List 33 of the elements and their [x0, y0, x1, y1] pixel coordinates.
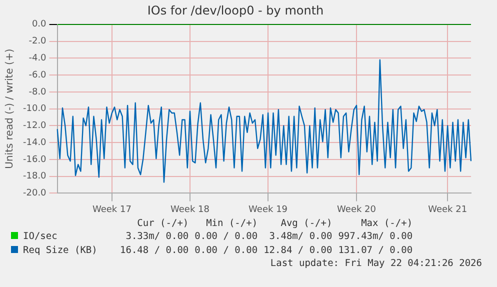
- x-tick-label: Week 21: [428, 204, 468, 215]
- x-tick-label: Week 18: [170, 204, 210, 215]
- text: Min (-/+): [205, 218, 258, 230]
- text: Cur (-/+): [136, 218, 189, 230]
- text: 12.84 / 0.00: [262, 244, 332, 258]
- y-tick-label: -18.0: [22, 172, 47, 182]
- x-tick-label: Week 19: [248, 204, 288, 215]
- y-tick-label: -4.0: [28, 54, 47, 64]
- legend-label: IO/sec: [22, 230, 58, 244]
- text: Avg (-/+): [280, 218, 332, 230]
- text: Max (-/+): [360, 218, 413, 230]
- y-tick-label: -10.0: [22, 104, 47, 114]
- y-axis-title: Units read (-) / write (+): [4, 48, 16, 169]
- text: 997.43m/ 0.00: [337, 230, 413, 244]
- text: 131.07 / 0.00: [337, 244, 413, 258]
- legend-label: Req Size (KB): [22, 244, 98, 258]
- y-tick-label: 0.0: [32, 20, 47, 30]
- y-tick-label: -20.0: [22, 188, 47, 199]
- text: 3.33m/ 0.00: [124, 230, 189, 244]
- text: 3.48m/ 0.00: [268, 230, 332, 244]
- y-tick-label: -6.0: [28, 70, 47, 80]
- text: 0.00 / 0.00: [194, 244, 258, 258]
- text: 16.48 / 0.00: [119, 244, 189, 258]
- y-tick-label: -14.0: [22, 138, 47, 148]
- y-tick-label: -2.0: [28, 36, 47, 47]
- text: 0.00 / 0.00: [194, 230, 258, 244]
- y-tick-label: -16.0: [22, 154, 47, 165]
- x-tick-label: Week 17: [92, 204, 132, 215]
- chart-title: IOs for /dev/loop0 - by month: [147, 3, 324, 18]
- y-tick-label: -12.0: [22, 121, 47, 132]
- text: Last update: Fri May 22 04:21:26 2026: [269, 258, 483, 269]
- y-tick-label: -8.0: [28, 87, 47, 98]
- x-tick-label: Week 20: [337, 204, 376, 215]
